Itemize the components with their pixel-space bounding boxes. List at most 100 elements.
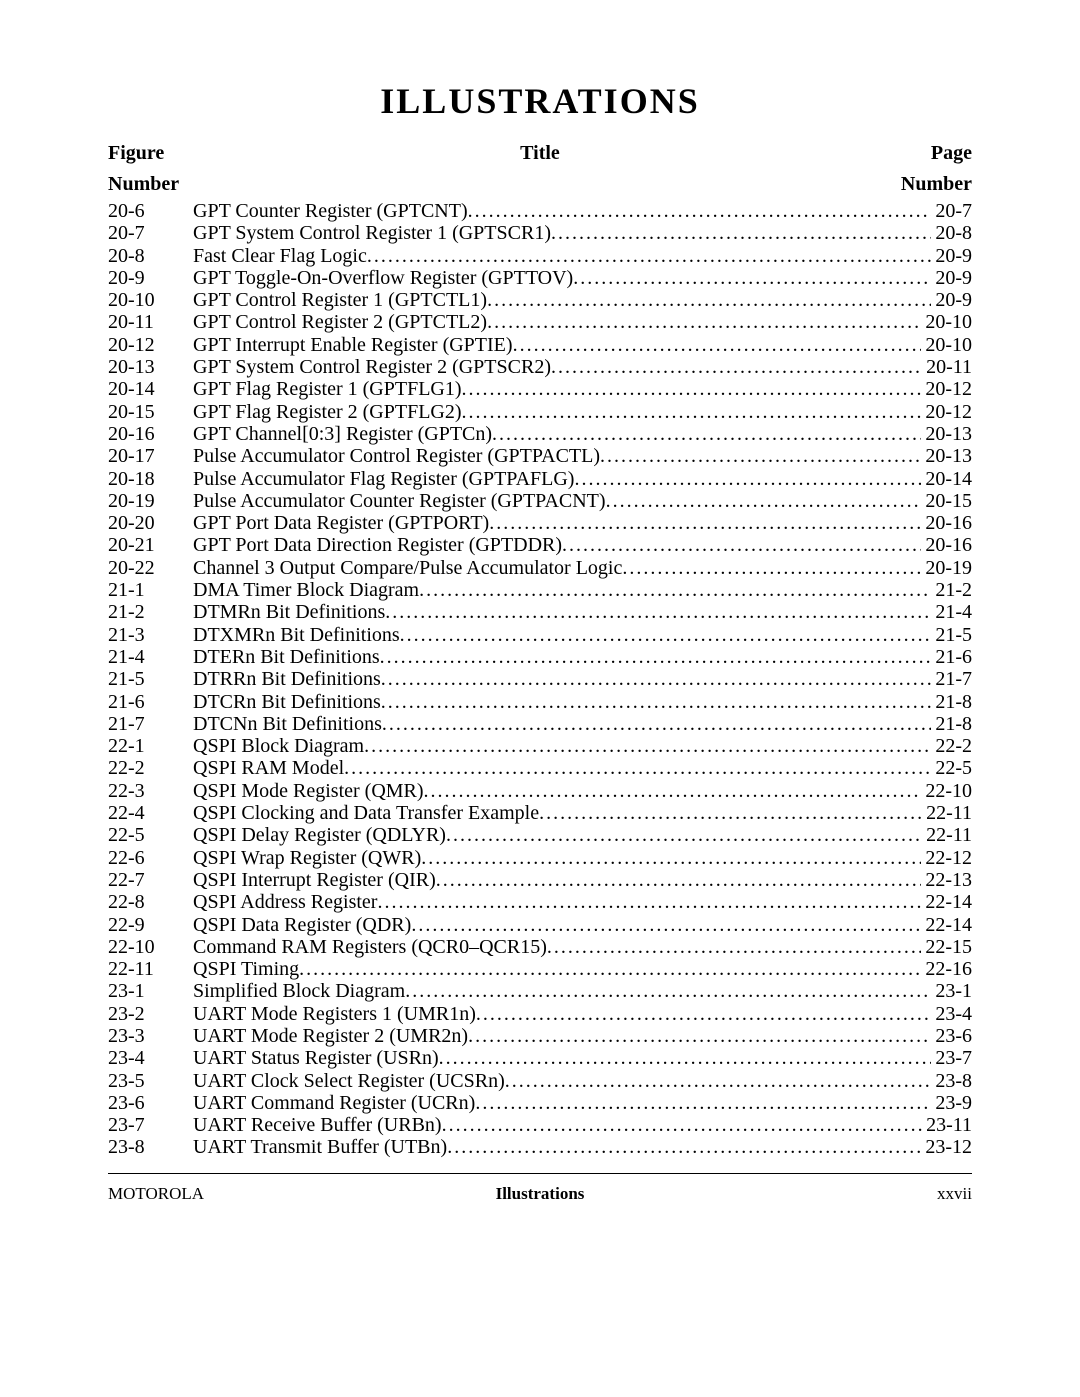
toc-figure-number: 20-16	[108, 423, 193, 445]
toc-title: GPT System Control Register 2 (GPTSCR2)	[193, 356, 551, 378]
toc-title: QSPI Clocking and Data Transfer Example	[193, 802, 539, 824]
toc-title: Fast Clear Flag Logic	[193, 245, 367, 267]
toc-page-number: 22-13	[925, 869, 972, 891]
toc-row: 23-5UART Clock Select Register (UCSRn)23…	[108, 1070, 972, 1092]
toc-row: 22-1QSPI Block Diagram22-2	[108, 735, 972, 757]
toc-leader-dots	[489, 512, 921, 534]
toc-page-number: 20-9	[935, 245, 972, 267]
toc-figure-number: 21-6	[108, 691, 193, 713]
toc-page-number: 21-8	[935, 713, 972, 735]
toc-leader-dots	[462, 401, 922, 423]
toc-page-number: 20-16	[925, 512, 972, 534]
toc-row: 22-11QSPI Timing22-16	[108, 958, 972, 980]
toc-page-number: 23-4	[935, 1003, 972, 1025]
toc-leader-dots	[421, 847, 921, 869]
toc-figure-number: 22-6	[108, 847, 193, 869]
toc-figure-number: 21-4	[108, 646, 193, 668]
toc-title: QSPI Timing	[193, 958, 299, 980]
toc-figure-number: 20-10	[108, 289, 193, 311]
toc-page-number: 22-11	[926, 802, 972, 824]
toc-row: 21-3DTXMRn Bit Definitions 21-5	[108, 624, 972, 646]
toc-leader-dots	[419, 579, 931, 601]
toc-leader-dots	[487, 289, 931, 311]
toc-leader-dots	[436, 869, 922, 891]
header-figure-top: Figure	[108, 142, 193, 165]
toc-figure-number: 23-1	[108, 980, 193, 1002]
toc-page-number: 21-7	[935, 668, 972, 690]
toc-figure-number: 22-4	[108, 802, 193, 824]
toc-title: Pulse Accumulator Counter Register (GPTP…	[193, 490, 606, 512]
toc-leader-dots	[468, 200, 932, 222]
toc-leader-dots	[447, 1136, 921, 1158]
toc-leader-dots	[573, 267, 931, 289]
toc-row: 23-4UART Status Register (USRn)23-7	[108, 1047, 972, 1069]
toc-figure-number: 22-5	[108, 824, 193, 846]
toc-row: 20-18Pulse Accumulator Flag Register (GP…	[108, 468, 972, 490]
toc-row: 20-9GPT Toggle-On-Overflow Register (GPT…	[108, 267, 972, 289]
header-title: Title	[193, 142, 887, 165]
toc-leader-dots	[539, 802, 922, 824]
toc-page-number: 22-15	[925, 936, 972, 958]
toc-row: 23-2UART Mode Registers 1 (UMR1n)23-4	[108, 1003, 972, 1025]
toc-leader-dots	[505, 1070, 932, 1092]
toc-page-number: 20-8	[935, 222, 972, 244]
toc-title: DTERn Bit Definitions	[193, 646, 380, 668]
toc-page-number: 22-2	[935, 735, 972, 757]
toc-row: 23-7UART Receive Buffer (URBn)23-11	[108, 1114, 972, 1136]
toc-title: QSPI Block Diagram	[193, 735, 364, 757]
toc-figure-number: 20-21	[108, 534, 193, 556]
toc-title: Simplified Block Diagram	[193, 980, 405, 1002]
toc-page-number: 22-12	[925, 847, 972, 869]
toc-row: 21-5DTRRn Bit Definitions21-7	[108, 668, 972, 690]
toc-title: GPT Flag Register 2 (GPTFLG2)	[193, 401, 462, 423]
toc-figure-number: 21-7	[108, 713, 193, 735]
toc-page-number: 20-7	[935, 200, 972, 222]
toc-figure-number: 20-13	[108, 356, 193, 378]
toc-row: 20-15GPT Flag Register 2 (GPTFLG2)20-12	[108, 401, 972, 423]
toc-page-number: 20-14	[925, 468, 972, 490]
toc-figure-number: 23-4	[108, 1047, 193, 1069]
toc-title: DTCRn Bit Definitions	[193, 691, 381, 713]
toc-page-number: 20-19	[925, 557, 972, 579]
column-header-row-1: Figure Title Page	[108, 142, 972, 165]
toc-figure-number: 23-6	[108, 1092, 193, 1114]
toc-title: DTXMRn Bit Definitions	[193, 624, 400, 646]
toc-title: GPT Control Register 2 (GPTCTL2)	[193, 311, 487, 333]
toc-figure-number: 21-3	[108, 624, 193, 646]
toc-title: Command RAM Registers (QCR0–QCR15)	[193, 936, 547, 958]
toc-figure-number: 20-22	[108, 557, 193, 579]
toc-figure-number: 20-7	[108, 222, 193, 244]
toc-figure-number: 22-3	[108, 780, 193, 802]
toc-figure-number: 20-14	[108, 378, 193, 400]
toc-leader-dots	[446, 824, 922, 846]
toc-title: DTCNn Bit Definitions	[193, 713, 382, 735]
toc-page-number: 23-1	[935, 980, 972, 1002]
toc-row: 23-8UART Transmit Buffer (UTBn)23-12	[108, 1136, 972, 1158]
toc-figure-number: 20-11	[108, 311, 193, 333]
toc-figure-number: 20-9	[108, 267, 193, 289]
column-header-row-2: Number Number	[108, 173, 972, 196]
toc-row: 20-21GPT Port Data Direction Register (G…	[108, 534, 972, 556]
toc-figure-number: 23-3	[108, 1025, 193, 1047]
toc-row: 20-8Fast Clear Flag Logic20-9	[108, 245, 972, 267]
toc-row: 21-7DTCNn Bit Definitions 21-8	[108, 713, 972, 735]
toc-page-number: 21-5	[935, 624, 972, 646]
toc-leader-dots	[377, 891, 921, 913]
toc-page-number: 23-7	[935, 1047, 972, 1069]
toc-page-number: 22-11	[926, 824, 972, 846]
toc-leader-dots	[562, 534, 921, 556]
toc-page-number: 20-16	[925, 534, 972, 556]
toc-figure-number: 20-6	[108, 200, 193, 222]
toc-figure-number: 23-7	[108, 1114, 193, 1136]
toc-figure-number: 22-7	[108, 869, 193, 891]
footer-center: Illustrations	[308, 1184, 772, 1204]
toc-leader-dots	[424, 780, 922, 802]
toc-leader-dots	[551, 356, 922, 378]
toc-row: 20-22Channel 3 Output Compare/Pulse Accu…	[108, 557, 972, 579]
toc-figure-number: 20-18	[108, 468, 193, 490]
toc-leader-dots	[382, 713, 931, 735]
toc-row: 23-3UART Mode Register 2 (UMR2n)23-6	[108, 1025, 972, 1047]
toc-page-number: 20-9	[935, 267, 972, 289]
toc-page-number: 21-8	[935, 691, 972, 713]
toc-figure-number: 22-2	[108, 757, 193, 779]
